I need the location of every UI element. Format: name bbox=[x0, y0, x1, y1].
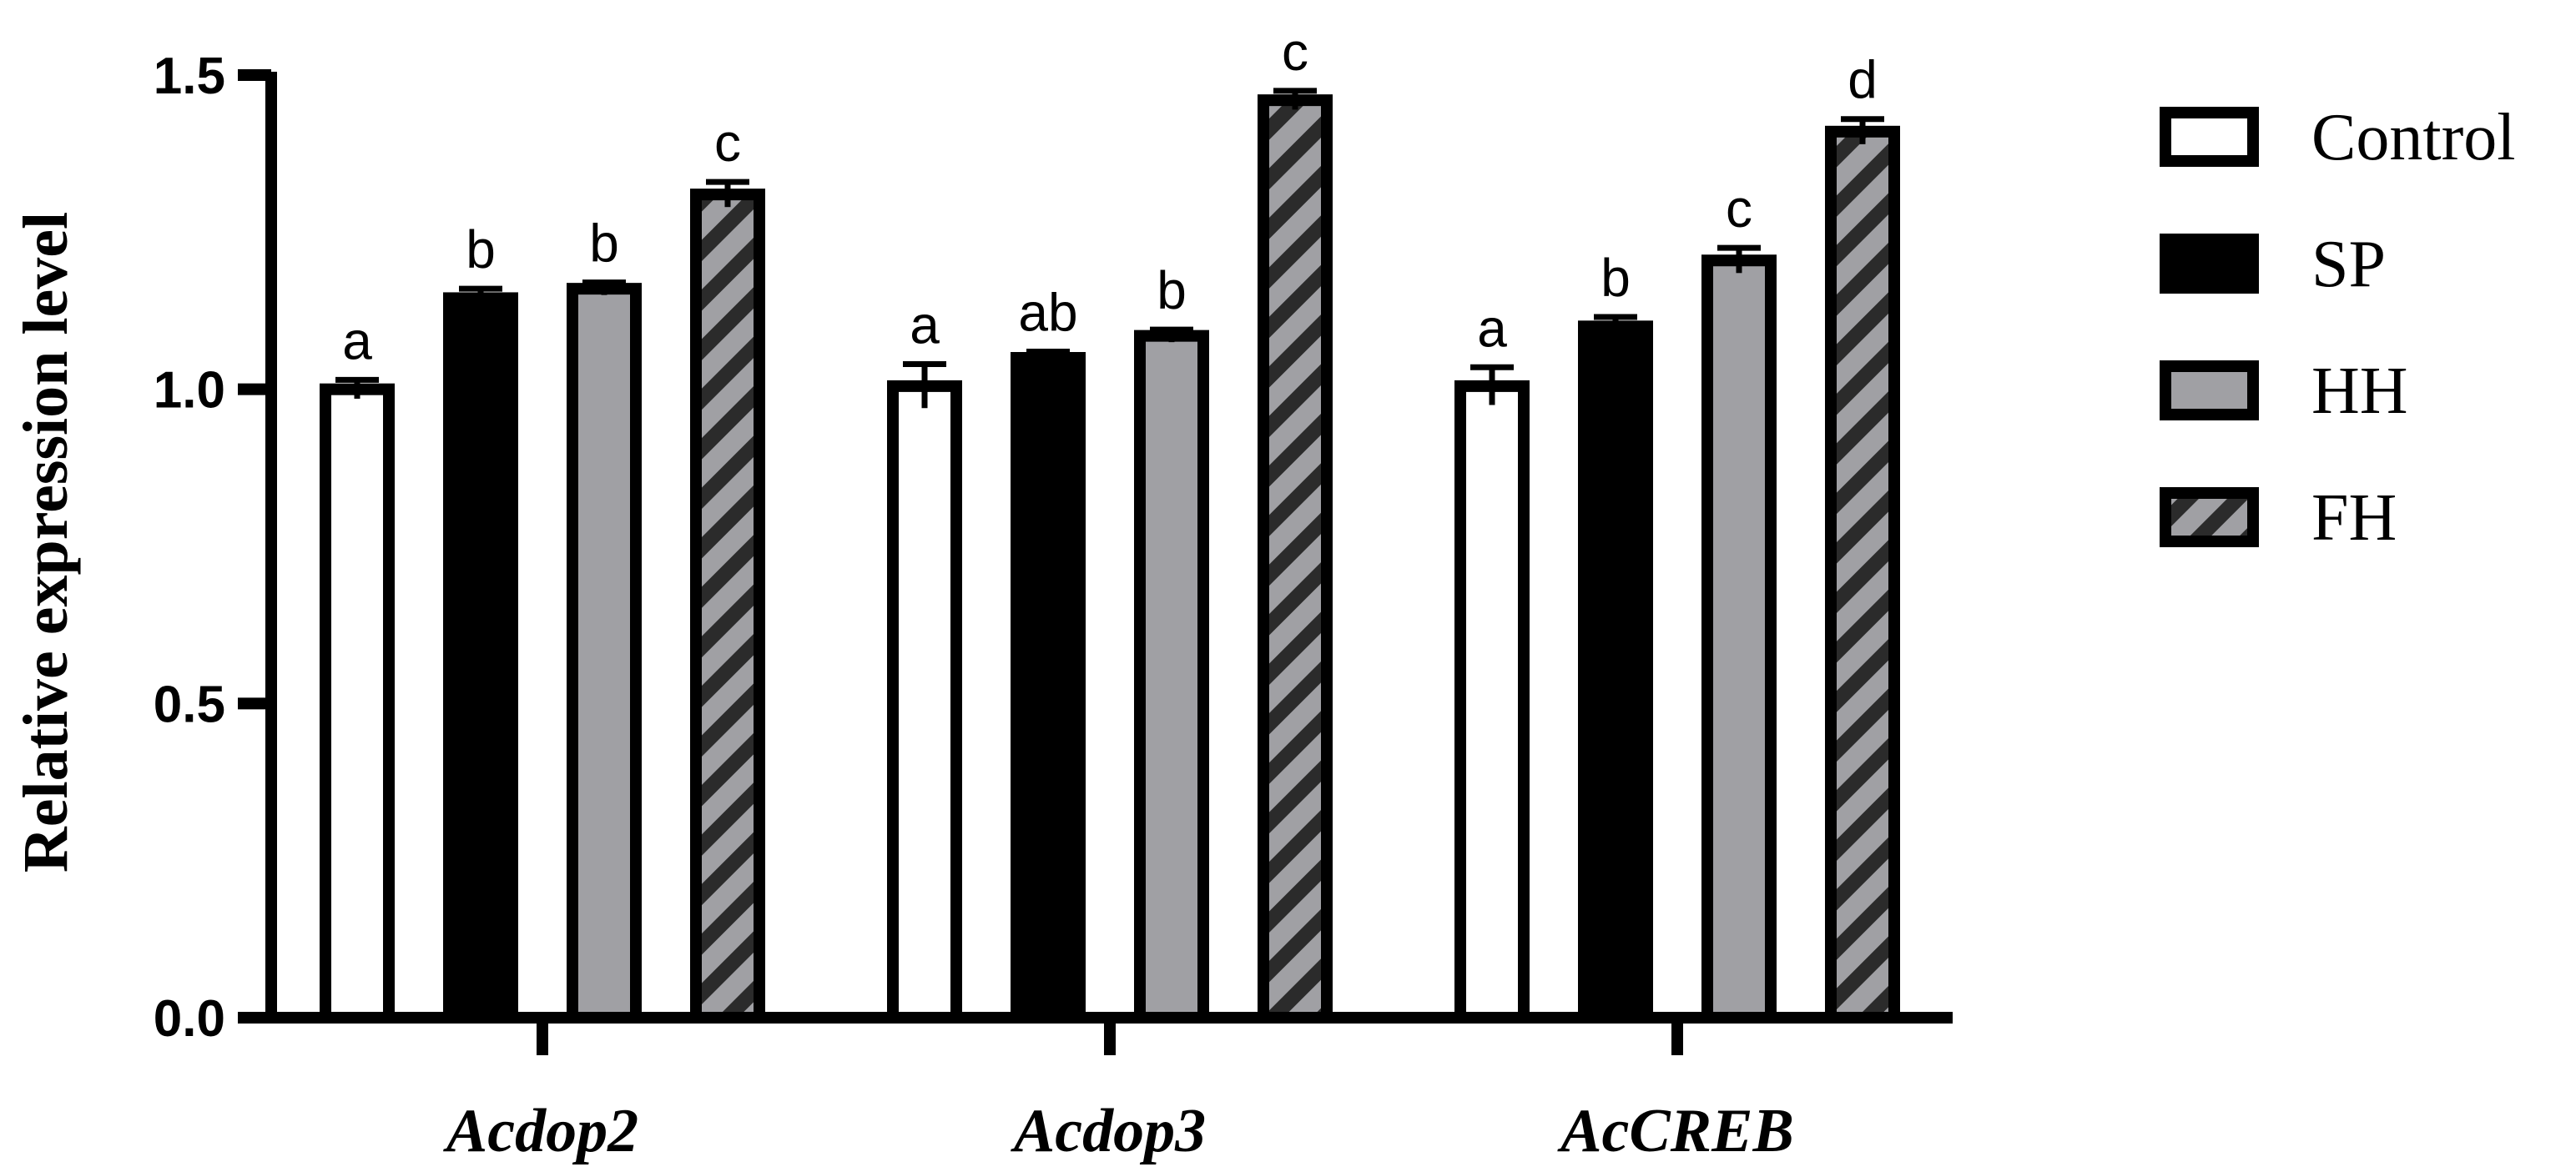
bar-hh bbox=[567, 283, 642, 1024]
legend-swatch-control bbox=[2160, 107, 2259, 167]
significance-letter: a bbox=[1477, 298, 1507, 358]
bar-control bbox=[320, 383, 395, 1024]
bar-sp bbox=[1578, 320, 1653, 1024]
y-axis-label-group: Relative expression level bbox=[11, 212, 81, 873]
bar-sp bbox=[1011, 352, 1086, 1024]
significance-letter: b bbox=[1601, 248, 1631, 308]
bar-fh bbox=[1825, 125, 1900, 1024]
significance-letter: c bbox=[714, 113, 741, 173]
x-tick-label: Acdop2 bbox=[443, 1097, 638, 1165]
legend-label: FH bbox=[2311, 481, 2397, 555]
bar-fh bbox=[1258, 94, 1333, 1024]
significance-letter: c bbox=[1282, 22, 1308, 82]
significance-letter: a bbox=[910, 295, 940, 355]
significance-letter: a bbox=[342, 310, 372, 370]
bar-fh bbox=[690, 189, 765, 1024]
significance-letter: ab bbox=[1018, 282, 1077, 342]
legend-swatch-sp bbox=[2160, 234, 2259, 294]
x-tick-label: AcCREB bbox=[1557, 1097, 1794, 1165]
axes bbox=[238, 69, 1953, 1055]
y-axis-label: Relative expression level bbox=[11, 212, 81, 873]
y-tick-label: 1.0 bbox=[154, 362, 225, 420]
significance-letter: b bbox=[589, 214, 619, 274]
legend-swatch-fh bbox=[2160, 487, 2259, 547]
bar-control bbox=[1454, 380, 1530, 1024]
significance-letter: b bbox=[1157, 260, 1187, 320]
y-tick-label: 1.5 bbox=[154, 48, 225, 105]
significance-letter: d bbox=[1848, 50, 1878, 110]
significance-letter: c bbox=[1726, 179, 1752, 239]
legend-label: HH bbox=[2311, 355, 2408, 428]
legend-label: Control bbox=[2311, 101, 2515, 174]
bar-sp bbox=[443, 292, 518, 1024]
legend: Control SP HH FH bbox=[2160, 101, 2515, 555]
x-tick-label: Acdop3 bbox=[1011, 1097, 1206, 1165]
legend-label: SP bbox=[2311, 228, 2386, 301]
significance-letter: b bbox=[466, 219, 496, 279]
legend-swatch-hh bbox=[2160, 360, 2259, 420]
bars bbox=[320, 88, 1900, 1024]
y-tick-label: 0.5 bbox=[154, 676, 225, 733]
bar-hh bbox=[1134, 329, 1209, 1024]
bar-hh bbox=[1701, 254, 1777, 1024]
bar-control bbox=[887, 380, 962, 1024]
y-tick-label: 0.0 bbox=[154, 990, 225, 1048]
